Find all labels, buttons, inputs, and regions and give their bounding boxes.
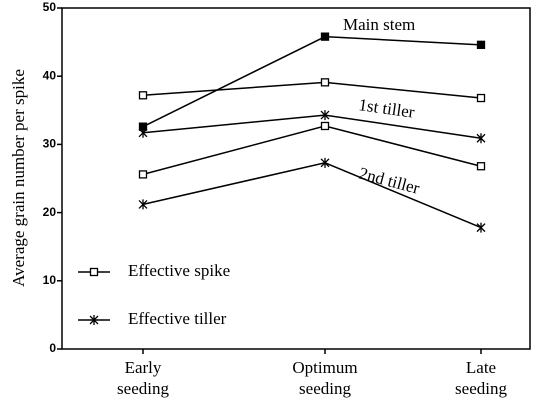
y-tick-label: 50 bbox=[43, 0, 57, 14]
y-tick-label: 10 bbox=[43, 273, 57, 287]
series-line bbox=[142, 125, 482, 176]
marker-square bbox=[89, 267, 99, 277]
series-line bbox=[142, 114, 482, 140]
series-line bbox=[142, 162, 482, 229]
series-line bbox=[142, 35, 482, 128]
marker-square bbox=[320, 32, 330, 41]
x-tick-label: Optimum bbox=[292, 358, 357, 377]
marker-square bbox=[138, 170, 148, 179]
marker-star bbox=[476, 133, 486, 144]
annotation: 2nd tiller bbox=[357, 164, 422, 198]
x-tick-label: seeding bbox=[117, 379, 169, 398]
y-tick-label: 30 bbox=[43, 137, 57, 151]
annotation: Main stem bbox=[343, 15, 415, 34]
marker-square bbox=[476, 93, 486, 103]
legend-label: Effective tiller bbox=[128, 309, 227, 328]
y-tick-label: 40 bbox=[43, 68, 57, 82]
annotation: 1st tiller bbox=[357, 95, 416, 122]
y-tick-label: 0 bbox=[49, 341, 56, 355]
marker-star bbox=[320, 157, 330, 168]
y-tick-label: 20 bbox=[43, 205, 57, 219]
marker-square bbox=[320, 78, 330, 87]
marker-star bbox=[138, 199, 148, 210]
legend-label: Effective spike bbox=[128, 261, 230, 280]
marker-star bbox=[476, 222, 486, 233]
marker-square bbox=[476, 40, 486, 49]
series-line bbox=[142, 81, 482, 99]
marker-square bbox=[138, 91, 148, 100]
x-tick-label: Late bbox=[466, 358, 496, 377]
x-tick-label: seeding bbox=[455, 379, 507, 398]
marker-star bbox=[138, 127, 148, 138]
marker-square bbox=[476, 162, 486, 171]
marker-square bbox=[320, 121, 330, 131]
marker-star bbox=[89, 315, 99, 325]
x-tick-label: Early bbox=[125, 358, 162, 377]
y-axis-label: Average grain number per spike bbox=[9, 69, 28, 287]
plot-frame bbox=[61, 7, 531, 350]
marker-star bbox=[320, 110, 330, 121]
x-tick-label: seeding bbox=[299, 379, 351, 398]
